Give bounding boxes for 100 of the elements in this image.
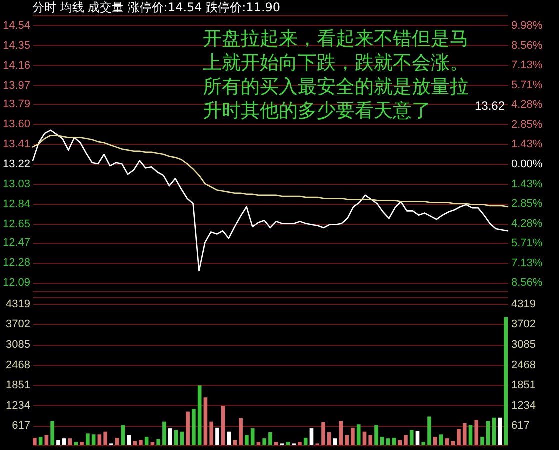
y2-tick-label: 5.71% bbox=[512, 79, 543, 92]
bar bbox=[404, 435, 408, 446]
y-tick-label: 3702 bbox=[6, 318, 30, 331]
bar bbox=[139, 440, 143, 446]
y2-tick-label: 617 bbox=[512, 420, 530, 432]
bar bbox=[133, 441, 137, 446]
y-tick-label: 1851 bbox=[6, 380, 30, 392]
bar bbox=[422, 442, 426, 446]
bar bbox=[239, 418, 243, 446]
y-tick-label: 14.16 bbox=[2, 60, 30, 72]
bar bbox=[80, 442, 84, 446]
y2-tick-label: 4.28% bbox=[512, 218, 543, 230]
y-tick-label: 14.54 bbox=[2, 20, 30, 32]
y2-tick-label: 7.13% bbox=[512, 60, 543, 72]
bar bbox=[168, 428, 172, 446]
bar bbox=[162, 422, 166, 446]
bar bbox=[322, 422, 326, 446]
bar bbox=[374, 425, 378, 446]
bar bbox=[198, 386, 202, 446]
bar bbox=[380, 436, 384, 446]
bar bbox=[56, 440, 60, 446]
y-tick-label: 13.03 bbox=[2, 178, 30, 190]
bar bbox=[345, 435, 349, 446]
y-tick-label: 13.22 bbox=[2, 158, 30, 170]
y2-tick-label: 5.71% bbox=[512, 238, 543, 250]
bar bbox=[451, 441, 455, 446]
y2-tick-label: 2.85% bbox=[512, 198, 543, 210]
bar bbox=[245, 435, 249, 446]
bar bbox=[480, 436, 484, 446]
bar bbox=[156, 439, 161, 446]
y-tick-label: 617 bbox=[12, 420, 30, 432]
y2-tick-label: 3702 bbox=[512, 318, 536, 331]
bar bbox=[233, 440, 238, 446]
bar bbox=[486, 421, 490, 446]
y2-tick-label: 1.43% bbox=[512, 138, 543, 151]
line-series bbox=[32, 130, 509, 272]
y2-tick-label: 4.28% bbox=[512, 99, 543, 112]
chart-title: 分时 均线 成交量 涨停价:14.54 跌停价:11.90 bbox=[32, 0, 281, 14]
y2-tick-label: 4319 bbox=[512, 298, 536, 310]
bar bbox=[210, 422, 214, 446]
bar bbox=[351, 428, 355, 446]
y-tick-label: 12.84 bbox=[2, 198, 30, 210]
y2-tick-label: 1234 bbox=[512, 400, 536, 412]
bar bbox=[104, 432, 108, 446]
annotation: 开盘拉起来，看起来不错但是马上就开始向下跌，跌就不会涨。所有的买入最安全的就是放量拉升时其他的多少要看天意了 bbox=[203, 28, 469, 122]
line-series bbox=[32, 134, 509, 208]
y2-tick-label: 7.13% bbox=[512, 257, 543, 270]
y-tick-label: 12.09 bbox=[2, 277, 30, 290]
y-tick-label: 14.35 bbox=[2, 40, 30, 52]
y2-tick-label: 3085 bbox=[512, 339, 536, 352]
bar bbox=[268, 432, 272, 446]
y2-tick-label: 8.56% bbox=[512, 277, 543, 290]
bar bbox=[298, 442, 302, 446]
y-tick-label: 1234 bbox=[6, 400, 30, 412]
bar bbox=[174, 430, 178, 446]
y2-tick-label: 1851 bbox=[512, 380, 536, 392]
bar bbox=[474, 420, 479, 446]
bar bbox=[33, 438, 37, 446]
y2-tick-label: 0.00% bbox=[512, 158, 543, 170]
bar bbox=[204, 398, 208, 446]
bar bbox=[180, 432, 184, 446]
y-tick-label: 12.47 bbox=[2, 237, 30, 250]
bar bbox=[192, 409, 196, 446]
y-tick-label: 13.97 bbox=[2, 80, 30, 92]
y2-tick-label: 9.98% bbox=[512, 20, 543, 32]
bar bbox=[410, 430, 414, 446]
y-tick-label: 12.65 bbox=[2, 218, 30, 230]
bar bbox=[339, 421, 344, 446]
y2-tick-label: 8.56% bbox=[512, 40, 543, 52]
bar bbox=[274, 442, 278, 446]
y-tick-label: 2468 bbox=[6, 359, 30, 372]
bar bbox=[74, 442, 78, 446]
bar bbox=[86, 434, 90, 446]
bar bbox=[433, 436, 438, 446]
y-tick-label: 13.79 bbox=[2, 98, 30, 111]
bar bbox=[356, 424, 361, 446]
y-tick-label: 4319 bbox=[6, 298, 30, 310]
bar bbox=[62, 438, 66, 446]
bar bbox=[304, 438, 308, 446]
bar bbox=[115, 438, 120, 446]
bar bbox=[216, 428, 220, 446]
bar bbox=[262, 438, 267, 446]
y-tick-label: 12.28 bbox=[2, 257, 30, 270]
bar bbox=[462, 423, 467, 446]
y-tick-label: 3085 bbox=[6, 339, 30, 352]
bar bbox=[127, 435, 132, 446]
annotation: 13.62 bbox=[474, 99, 506, 113]
bar bbox=[504, 317, 508, 446]
y2-tick-label: 2468 bbox=[512, 359, 536, 372]
y2-tick-label: 2.85% bbox=[512, 118, 543, 131]
bar bbox=[50, 421, 54, 446]
bar bbox=[428, 416, 432, 446]
bar bbox=[457, 429, 461, 446]
bar bbox=[186, 412, 190, 446]
y-tick-label: 13.41 bbox=[2, 138, 30, 151]
y-tick-label: 13.60 bbox=[2, 118, 30, 131]
y2-tick-label: 1.43% bbox=[512, 178, 543, 190]
bar bbox=[221, 406, 226, 446]
bar bbox=[398, 440, 402, 446]
bar bbox=[327, 432, 332, 446]
